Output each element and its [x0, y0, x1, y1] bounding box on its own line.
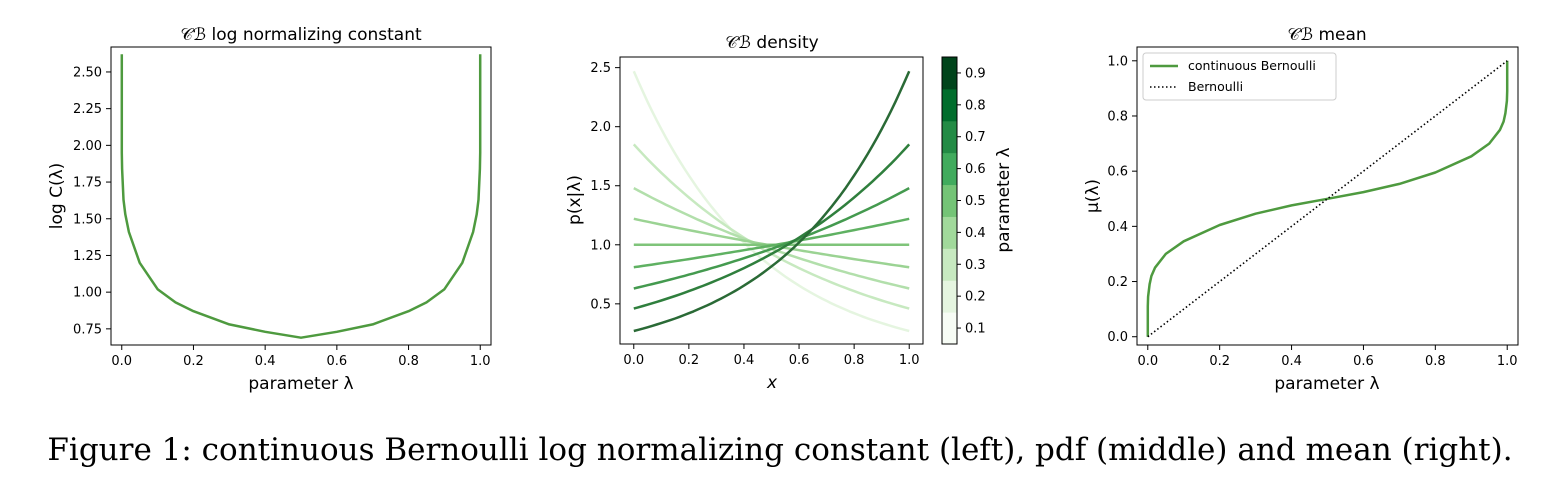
panel-2-xtick-label: 0.4 — [734, 353, 755, 368]
panel-1-xtick-label: 1.0 — [470, 354, 491, 369]
colorbar-tick-label: 0.6 — [965, 162, 986, 177]
panel-2-xtick-label: 0.6 — [789, 353, 810, 368]
panel-1-ytick-label: 0.75 — [73, 322, 102, 337]
panel-2-title: 𝒞ℬ density — [725, 33, 819, 53]
panel-3-series — [1146, 60, 1509, 338]
panel-1-xtick-label: 0.0 — [111, 354, 132, 369]
panel-3-xtick-label: 0.2 — [1209, 354, 1230, 369]
panel-3-title: 𝒞ℬ mean — [1287, 25, 1366, 45]
legend-label-bernoulli: Bernoulli — [1188, 79, 1243, 94]
panel-2-frame — [619, 56, 924, 345]
colorbar-tick-label: 0.3 — [965, 258, 986, 273]
panel-1-ytick-label: 2.00 — [73, 139, 102, 154]
panel-2-series — [632, 70, 911, 333]
panel-mean: 𝒞ℬ mean 0.0 0.2 0.4 0.6 0.8 1.00.00.20.40.60.… — [1083, 25, 1519, 394]
colorbar-tick-label: 0.1 — [965, 322, 986, 337]
figure-canvas: 𝒞ℬ log normalizing constant 0.0 0.2 0.4 0.6… — [47, 25, 1519, 394]
panel-2-ytick-label: 1.5 — [590, 179, 611, 194]
panel-3-xtick-label: 1.0 — [1497, 354, 1518, 369]
panel-1-series — [120, 54, 482, 339]
colorbar-segment — [942, 280, 957, 313]
panel-2-series-line-8 — [633, 70, 911, 333]
colorbar-tick-label: 0.2 — [965, 290, 986, 305]
panel-3-series-line-0 — [1146, 60, 1509, 337]
colorbar-segment — [942, 152, 957, 186]
panel-3-legend: continuous Bernoulli Bernoulli — [1142, 52, 1337, 101]
panel-1-ytick-label: 2.25 — [73, 102, 102, 117]
panel-3-frame — [1136, 46, 1519, 346]
panel-1-ytick-label: 2.50 — [73, 65, 102, 80]
panel-3-ytick-label: 0.0 — [1107, 330, 1128, 345]
colorbar-tick-label: 0.8 — [965, 98, 986, 113]
colorbar-segment — [942, 216, 957, 249]
panel-2-series-line-6 — [633, 187, 910, 290]
panel-1-ticks: 0.0 0.2 0.4 0.6 0.8 1.0 0.75 1.00 1.25 1.50 1.75 2.… — [73, 65, 491, 369]
colorbar-frame — [941, 56, 958, 345]
panel-2-ticks: 0.0 0.2 0.4 0.6 0.8 1.0 0.5 1.0 1.5 2.0 2.5 — [590, 61, 919, 368]
panel-2-ylabel: p(x|λ) — [565, 175, 585, 225]
panel-3-xlabel: parameter λ — [1274, 374, 1379, 394]
panel-1-frame — [110, 46, 492, 346]
panel-1-xtick-label: 0.6 — [327, 354, 348, 369]
panel-3-ticks: 0.0 0.2 0.4 0.6 0.8 1.0 0.0 0.2 0.4 0.6 0.8 1.0 — [1107, 54, 1517, 369]
panel-1-ytick-label: 1.25 — [73, 249, 102, 264]
panel-3-ytick-label: 0.2 — [1107, 275, 1128, 290]
panel-1-ylabel: log C(λ) — [47, 163, 67, 230]
colorbar-tick-label: 0.5 — [965, 194, 986, 209]
panel-2-series-line-5 — [633, 217, 910, 269]
panel-3-ylabel: μ(λ) — [1083, 179, 1103, 213]
panel-2-ytick-label: 2.0 — [590, 120, 611, 135]
panel-3-ytick-label: 0.6 — [1107, 165, 1128, 180]
panel-2-xtick-label: 0.8 — [844, 353, 865, 368]
panel-1-xtick-label: 0.8 — [398, 354, 419, 369]
colorbar-tick-label: 0.9 — [965, 66, 986, 81]
figure-caption: Figure 1: continuous Bernoulli log norma… — [47, 432, 1513, 468]
colorbar-segment — [942, 120, 957, 154]
panel-density: 𝒞ℬ density 0.0 0.2 0.4 0.6 0.8 1.0 0.5 1.0 1.5 2.… — [565, 33, 1014, 393]
colorbar-segment — [942, 248, 957, 281]
panel-2-xlabel: x — [766, 373, 778, 393]
panel-log-normalizing-constant: 𝒞ℬ log normalizing constant 0.0 0.2 0.4 0.6… — [47, 25, 492, 394]
panel-1-xtick-label: 0.4 — [255, 354, 276, 369]
panel-1-xlabel: parameter λ — [248, 374, 353, 394]
panel-1-ytick-label: 1.00 — [73, 286, 102, 301]
panel-1-ytick-label: 1.50 — [73, 212, 102, 227]
colorbar-label: parameter λ — [994, 147, 1014, 252]
colorbar-segment — [942, 57, 957, 90]
panel-2-series-line-7 — [633, 143, 911, 310]
legend-box — [1142, 52, 1337, 101]
panel-3-ytick-label: 1.0 — [1107, 54, 1128, 69]
panel-1-ytick-label: 1.75 — [73, 176, 102, 191]
panel-2-xtick-label: 1.0 — [899, 353, 920, 368]
panel-2-xtick-label: 0.0 — [623, 353, 644, 368]
panel-1-series-line-0 — [120, 54, 482, 339]
panel-2-ytick-label: 0.5 — [590, 297, 611, 312]
panel-3-ytick-label: 0.4 — [1107, 220, 1128, 235]
colorbar-tick-label: 0.7 — [965, 130, 986, 145]
colorbar-segment — [942, 184, 957, 217]
panel-2-xtick-label: 0.2 — [679, 353, 700, 368]
panel-1-xtick-label: 0.2 — [183, 354, 204, 369]
panel-3-ytick-label: 0.8 — [1107, 109, 1128, 124]
panel-3-xtick-label: 0.0 — [1137, 354, 1158, 369]
legend-label-continuous-bernoulli: continuous Bernoulli — [1188, 58, 1316, 73]
colorbar-segment — [942, 88, 957, 122]
panel-3-xtick-label: 0.8 — [1425, 354, 1446, 369]
colorbar-tick-label: 0.4 — [965, 226, 986, 241]
panel-2-ytick-label: 1.0 — [590, 238, 611, 253]
panel-2-ytick-label: 2.5 — [590, 61, 611, 76]
panel-2-series-line-2 — [633, 187, 910, 290]
panel-1-title: 𝒞ℬ log normalizing constant — [180, 25, 422, 45]
panel-3-xtick-label: 0.4 — [1281, 354, 1302, 369]
panel-2-series-line-0 — [632, 70, 910, 333]
panel-2-colorbar: 0.1 0.2 0.3 0.4 0.5 0.6 0.7 0.8 0.9 — [942, 57, 986, 345]
panel-3-xtick-label: 0.6 — [1353, 354, 1374, 369]
colorbar-segment — [942, 312, 957, 345]
